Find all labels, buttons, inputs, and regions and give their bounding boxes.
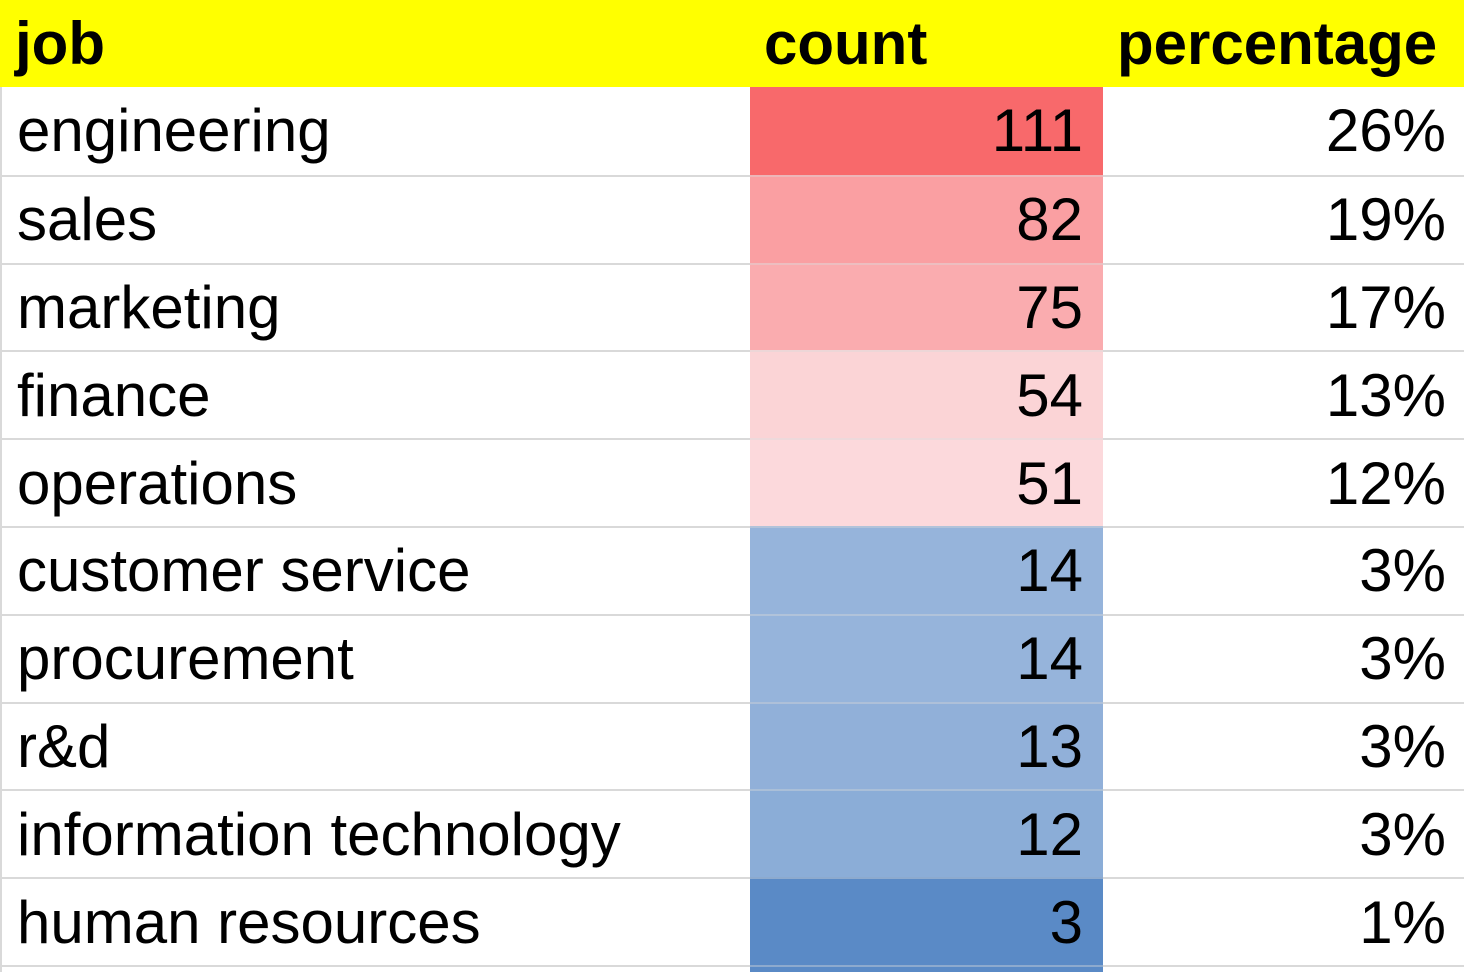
cell-job[interactable]: sales bbox=[0, 174, 750, 263]
cell-job-empty[interactable] bbox=[0, 964, 750, 972]
cell-count[interactable]: 82 bbox=[750, 174, 1103, 263]
partial-table-row bbox=[0, 964, 1464, 972]
cell-percentage-empty[interactable] bbox=[1103, 964, 1464, 972]
cell-percentage[interactable]: 17% bbox=[1103, 262, 1464, 351]
header-cell-count[interactable]: count bbox=[750, 0, 1103, 87]
table-row: r&d 13 3% bbox=[0, 701, 1464, 790]
cell-job[interactable]: procurement bbox=[0, 613, 750, 702]
header-cell-percentage[interactable]: percentage bbox=[1103, 0, 1464, 87]
table-row: sales 82 19% bbox=[0, 174, 1464, 263]
table-row: information technology 12 3% bbox=[0, 789, 1464, 878]
table-row: engineering 111 26% bbox=[0, 87, 1464, 175]
header-row: job count percentage bbox=[0, 0, 1464, 87]
cell-percentage[interactable]: 19% bbox=[1103, 174, 1464, 263]
header-label-count: count bbox=[764, 10, 928, 77]
cell-percentage[interactable]: 13% bbox=[1103, 350, 1464, 438]
cell-count[interactable]: 111 bbox=[750, 87, 1103, 175]
cell-count-empty[interactable] bbox=[750, 964, 1103, 972]
cell-count[interactable]: 3 bbox=[750, 877, 1103, 965]
header-label-percentage: percentage bbox=[1117, 10, 1438, 77]
cell-percentage[interactable]: 3% bbox=[1103, 701, 1464, 790]
cell-job[interactable]: engineering bbox=[0, 87, 750, 175]
cell-count[interactable]: 14 bbox=[750, 525, 1103, 614]
cell-count[interactable]: 14 bbox=[750, 613, 1103, 702]
cell-job[interactable]: finance bbox=[0, 350, 750, 439]
cell-percentage[interactable]: 1% bbox=[1103, 877, 1464, 965]
cell-job[interactable]: customer service bbox=[0, 525, 750, 614]
cell-count[interactable]: 51 bbox=[750, 438, 1103, 526]
cell-job[interactable]: operations bbox=[0, 438, 750, 526]
cell-count[interactable]: 75 bbox=[750, 262, 1103, 351]
table-row: marketing 75 17% bbox=[0, 262, 1464, 351]
header-label-job: job bbox=[15, 10, 105, 77]
cell-percentage[interactable]: 26% bbox=[1325, 97, 1446, 165]
header-cell-job[interactable]: job bbox=[0, 0, 750, 87]
cell-count[interactable]: 13 bbox=[750, 701, 1103, 790]
table-row: human resources 3 1% bbox=[0, 877, 1464, 965]
cell-job[interactable]: marketing bbox=[0, 262, 750, 351]
cell-count[interactable]: 54 bbox=[750, 350, 1103, 439]
cell-percentage[interactable]: 3% bbox=[1103, 789, 1464, 877]
cell-count[interactable]: 12 bbox=[750, 789, 1103, 878]
cell-job[interactable]: r&d bbox=[0, 701, 750, 790]
cell-job[interactable]: information technology bbox=[0, 789, 750, 878]
cell-job[interactable]: human resources bbox=[0, 877, 750, 965]
table-row: finance 54 13% bbox=[0, 350, 1464, 439]
table-row: customer service 14 3% bbox=[0, 525, 1464, 614]
cell-percentage[interactable]: 3% bbox=[1103, 525, 1464, 614]
table-row: operations 51 12% bbox=[0, 438, 1464, 526]
cell-percentage[interactable]: 3% bbox=[1103, 613, 1464, 702]
cell-percentage[interactable]: 12% bbox=[1103, 438, 1464, 526]
table-row: procurement 14 3% bbox=[0, 613, 1464, 702]
